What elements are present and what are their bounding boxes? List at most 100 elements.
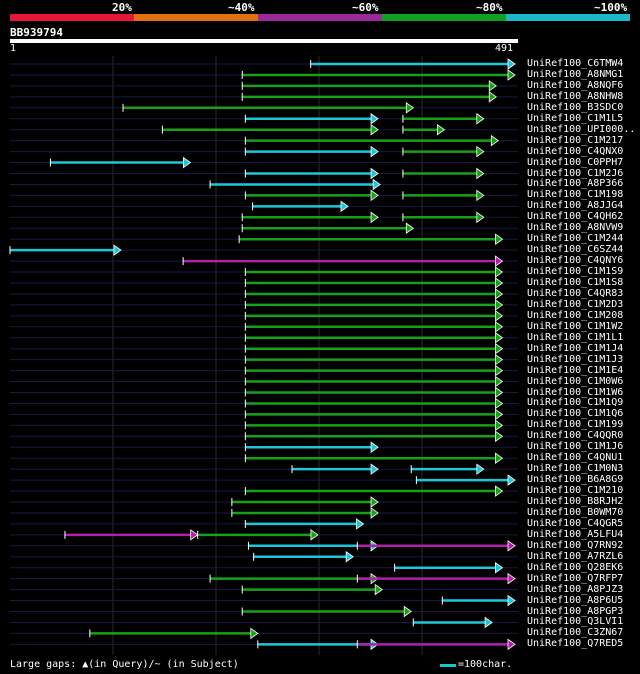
hit-label[interactable]: UniRef100_C6SZ44 xyxy=(527,244,624,256)
hit-row[interactable] xyxy=(10,583,518,596)
hit-label[interactable]: UniRef100_C1M1J4 xyxy=(527,342,624,354)
hit-label[interactable]: UniRef100_B0WM70 xyxy=(527,506,624,518)
hit-label[interactable]: UniRef100_C1M1W2 xyxy=(527,320,624,332)
hit-label[interactable]: UniRef100_C0PPH7 xyxy=(527,156,624,168)
hit-row[interactable] xyxy=(10,211,518,224)
hit-row[interactable] xyxy=(10,441,518,454)
hit-label[interactable]: UniRef100_UPI000.. xyxy=(527,123,636,135)
hit-row[interactable] xyxy=(10,572,518,585)
hit-label[interactable]: UniRef100_C1M1W6 xyxy=(527,386,624,398)
hit-label[interactable]: UniRef100_A8NQF6 xyxy=(527,79,624,91)
hit-row[interactable] xyxy=(10,507,518,519)
hit-label[interactable]: UniRef100_C4QR83 xyxy=(527,287,624,299)
hit-label[interactable]: UniRef100_C1M1J3 xyxy=(527,353,624,365)
hit-label[interactable]: UniRef100_B3SDC0 xyxy=(527,101,624,113)
hit-row[interactable] xyxy=(10,80,518,92)
hit-row[interactable] xyxy=(10,397,518,410)
hit-row[interactable] xyxy=(10,189,518,202)
hit-row[interactable] xyxy=(10,518,518,530)
hit-label[interactable]: UniRef100_C6TMW4 xyxy=(527,58,624,69)
hit-label[interactable]: UniRef100_A8PJZ3 xyxy=(527,583,624,595)
hit-label[interactable]: UniRef100_C1M1J6 xyxy=(527,441,624,453)
hit-label[interactable]: UniRef100_B6A8G9 xyxy=(527,474,624,486)
hit-label[interactable]: UniRef100_C4QQR0 xyxy=(527,430,624,442)
hit-label[interactable]: UniRef100_C1M208 xyxy=(527,309,624,321)
hit-row[interactable] xyxy=(10,605,518,618)
hit-row[interactable] xyxy=(10,299,518,311)
hit-row[interactable] xyxy=(10,331,518,344)
hit-label[interactable]: UniRef100_A8P366 xyxy=(527,178,624,190)
hit-row[interactable] xyxy=(10,540,518,552)
hit-row[interactable] xyxy=(10,474,518,486)
hit-label[interactable]: UniRef100_A8NMG1 xyxy=(527,68,624,80)
hit-row[interactable] xyxy=(10,419,518,432)
hit-row[interactable] xyxy=(10,638,518,651)
hit-label[interactable]: UniRef100_A8P6U5 xyxy=(527,594,624,606)
hit-row[interactable] xyxy=(10,529,518,541)
hit-row[interactable] xyxy=(10,266,518,278)
hit-label[interactable]: UniRef100_C1M210 xyxy=(527,485,624,497)
hit-label[interactable]: UniRef100_C1M1Q9 xyxy=(527,397,624,409)
hit-label[interactable]: UniRef100_C1M1L5 xyxy=(527,112,624,124)
hit-row[interactable] xyxy=(10,452,518,464)
hit-label[interactable]: UniRef100_C1M1S8 xyxy=(527,277,624,288)
hit-label[interactable]: UniRef100_Q3LVI1 xyxy=(527,616,624,628)
hit-row[interactable] xyxy=(10,430,518,443)
hit-label[interactable]: UniRef100_A7RZL6 xyxy=(527,550,624,562)
hit-label[interactable]: UniRef100_A8NVW9 xyxy=(527,222,624,234)
hit-row[interactable] xyxy=(10,561,518,574)
hit-label[interactable]: UniRef100_C1M199 xyxy=(527,419,624,431)
hit-row[interactable] xyxy=(10,145,518,158)
hit-row[interactable] xyxy=(10,69,518,81)
hit-row[interactable] xyxy=(10,375,518,388)
hit-label[interactable]: UniRef100_C4QNY6 xyxy=(527,255,624,267)
hit-label[interactable]: UniRef100_B8RJH2 xyxy=(527,496,624,507)
hit-row[interactable] xyxy=(10,123,518,136)
hit-label[interactable]: UniRef100_C1M1E4 xyxy=(527,364,624,376)
hit-row[interactable] xyxy=(10,58,518,70)
hit-row[interactable] xyxy=(10,102,518,114)
hit-row[interactable] xyxy=(10,342,518,355)
hit-label[interactable]: UniRef100_C1M2J6 xyxy=(527,167,624,179)
hit-row[interactable] xyxy=(10,277,518,289)
hit-label[interactable]: UniRef100_Q28EK6 xyxy=(527,561,624,573)
hit-label[interactable]: UniRef100_C4QH62 xyxy=(527,211,624,223)
hit-row[interactable] xyxy=(10,233,518,245)
hit-row[interactable] xyxy=(10,156,518,169)
hit-row[interactable] xyxy=(10,496,518,508)
hit-label[interactable]: UniRef100_C1M2D3 xyxy=(527,298,624,310)
hit-label[interactable]: UniRef100_C1M1S9 xyxy=(527,266,624,278)
hit-label[interactable]: UniRef100_C1M217 xyxy=(527,134,624,146)
hit-row[interactable] xyxy=(10,463,518,475)
hit-label[interactable]: UniRef100_C1M1L1 xyxy=(527,331,624,343)
hit-label[interactable]: UniRef100_C4QNU1 xyxy=(527,452,624,464)
hit-row[interactable] xyxy=(10,310,518,322)
hit-label[interactable]: UniRef100_Q7RN92 xyxy=(527,539,624,551)
hit-label[interactable]: UniRef100_C4QGR5 xyxy=(527,517,624,529)
hit-row[interactable] xyxy=(10,255,518,267)
hit-row[interactable] xyxy=(10,616,518,629)
hit-label[interactable]: UniRef100_Q7RFP7 xyxy=(527,572,624,584)
hit-row[interactable] xyxy=(10,91,518,103)
hit-row[interactable] xyxy=(10,408,518,421)
hit-row[interactable] xyxy=(9,244,518,256)
hit-row[interactable] xyxy=(10,550,518,563)
hit-row[interactable] xyxy=(10,627,518,640)
hit-row[interactable] xyxy=(10,134,518,147)
hit-row[interactable] xyxy=(10,353,518,366)
hit-label[interactable]: UniRef100_C1M0W6 xyxy=(527,375,624,387)
hit-row[interactable] xyxy=(10,178,518,191)
hit-row[interactable] xyxy=(10,222,518,235)
hit-label[interactable]: UniRef100_C1M198 xyxy=(527,189,624,201)
hit-row[interactable] xyxy=(10,364,518,377)
hit-label[interactable]: UniRef100_A8JJG4 xyxy=(527,200,624,212)
hit-label[interactable]: UniRef100_C1M244 xyxy=(527,233,624,245)
hit-label[interactable]: UniRef100_C1M0N3 xyxy=(527,463,624,475)
hit-label[interactable]: UniRef100_C3ZN67 xyxy=(527,627,624,639)
hit-row[interactable] xyxy=(10,321,518,333)
hit-label[interactable]: UniRef100_A8PGP3 xyxy=(527,605,624,617)
hit-row[interactable] xyxy=(10,167,518,180)
hit-row[interactable] xyxy=(10,386,518,399)
hit-label[interactable]: UniRef100_Q7RED5 xyxy=(527,638,624,650)
hit-row[interactable] xyxy=(10,288,518,300)
